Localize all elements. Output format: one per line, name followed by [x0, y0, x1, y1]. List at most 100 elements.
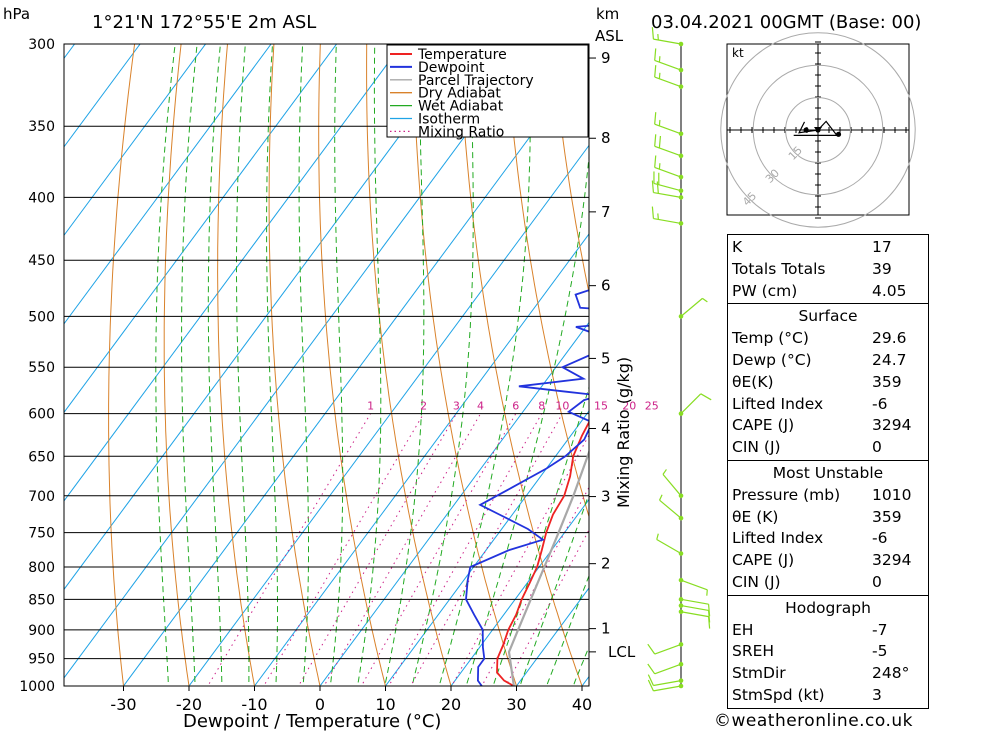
x-tick-label: 20: [441, 695, 461, 714]
isotherm-line: [64, 44, 534, 679]
isotherm-line: [122, 56, 589, 686]
wind-barb-feather: [657, 33, 659, 41]
legend-label: Mixing Ratio: [418, 124, 504, 140]
wind-barb: [647, 642, 684, 655]
mixing-ratio-label: 2: [420, 400, 427, 413]
y-tick-label: 900: [28, 623, 55, 639]
wind-barb: [651, 206, 684, 226]
row-mu-cape: CAPE (J) 3294: [732, 551, 912, 570]
isotherm-line: [253, 233, 589, 686]
wind-barb-staff: [659, 499, 682, 519]
mixing-ratio-label: 8: [538, 400, 545, 413]
wind-barb: [654, 134, 684, 159]
x-axis: -30 -20 -10 0 10 20 30 40: [110, 686, 592, 714]
mixing-ratio-line: [263, 413, 425, 686]
legend-label: Isotherm: [418, 112, 480, 128]
legend-label: Parcel Trajectory: [418, 73, 534, 89]
plot-frame: [63, 43, 590, 687]
wind-barb: [647, 679, 684, 692]
wind-barb: [678, 603, 711, 623]
isotherm-line: [384, 410, 589, 686]
y-tick-label: 400: [28, 190, 55, 206]
km-tick-label: 9: [601, 49, 611, 67]
pressure-unit-label: hPa: [3, 5, 30, 23]
y-tick-label: 300: [28, 37, 55, 53]
wind-barb-staff: [653, 685, 682, 692]
hodograph-ring: [752, 64, 884, 196]
y-tick-label: 450: [28, 253, 55, 269]
km-label: km: [596, 5, 619, 23]
sounding-series: [465, 289, 589, 686]
wind-barb-staff: [653, 680, 682, 687]
datetime-title: 03.04.2021 00GMT (Base: 00): [651, 12, 921, 33]
dry-adiabat-line: [505, 44, 589, 519]
legend-label: Temperature: [417, 47, 507, 63]
row-cape: CAPE (J) 3294: [732, 416, 912, 435]
background-lines: [64, 26, 1000, 712]
asl-label: ASL: [595, 27, 624, 45]
isotherm-line: [188, 144, 589, 686]
wind-barb-feather: [702, 297, 708, 303]
row-mu-thetae: θE (K) 359: [732, 507, 902, 526]
row-mu-cin: CIN (J) 0: [732, 572, 882, 591]
dry-adiabat-line: [163, 44, 190, 686]
wind-barb-feather: [707, 604, 711, 617]
hodograph-storm-marker: [814, 127, 822, 133]
mixing-ratio-line: [388, 413, 543, 686]
mixing-ratio-line: [410, 413, 563, 686]
x-axis-title: Dewpoint / Temperature (°C): [183, 711, 441, 732]
x-tick-label: -20: [176, 695, 202, 714]
mixing-ratio-line: [207, 413, 372, 686]
wind-barb-feather: [658, 135, 662, 149]
wind-barbs: [647, 27, 712, 692]
km-tick-label: 2: [601, 555, 611, 573]
hodograph-point: [835, 131, 842, 137]
wet-adiabat-line: [384, 44, 425, 686]
km-tick-label: 6: [601, 277, 611, 295]
wind-barb-feather: [659, 494, 663, 501]
dry-adiabat-line: [919, 26, 1000, 712]
isotherm-line: [64, 44, 469, 591]
wind-barb-feather: [651, 180, 655, 193]
wind-barb: [659, 494, 684, 521]
km-tick-label: 8: [601, 129, 611, 147]
row-thetae: θE(K) 359: [732, 372, 902, 391]
isotherm-line: [64, 44, 403, 502]
wind-barb-staff: [680, 579, 708, 591]
dry-adiabat-line: [108, 44, 136, 686]
km-tick-label: 4: [601, 420, 611, 438]
wet-adiabat-line: [465, 152, 589, 686]
wind-barb-feather: [656, 533, 659, 540]
legend-label: Wet Adiabat: [418, 99, 504, 115]
mixing-ratio-line: [451, 434, 589, 686]
y-tick-label: 1000: [19, 679, 55, 695]
copyright-link[interactable]: ©weatheronline.co.uk: [714, 711, 914, 731]
x-tick-label: 10: [375, 695, 395, 714]
km-axis: 9 8 7 6 5 4 3 2 1 LCL: [589, 49, 636, 661]
y-tick-label: 650: [28, 449, 55, 465]
wind-barb: [678, 577, 708, 596]
wind-barb-feather: [658, 56, 661, 63]
wet-adiabat-line: [492, 385, 589, 686]
wind-barb: [678, 297, 708, 319]
row-sreh: SREH -5: [732, 642, 888, 661]
wind-barb-feather: [658, 72, 661, 79]
dry-adiabat-line: [318, 44, 387, 686]
wet-adiabat-line: [438, 44, 531, 686]
y-tick-label: 950: [28, 652, 55, 668]
wind-barb-staff: [662, 473, 682, 497]
legend-box: [386, 44, 589, 138]
row-li: Lifted Index -6: [732, 394, 888, 413]
hodograph-point: [803, 127, 809, 133]
km-tick-label: 5: [601, 349, 611, 367]
wind-barb-staff: [654, 643, 682, 655]
wind-barb-staff: [654, 76, 682, 88]
isotherm-line: [319, 321, 589, 686]
wind-barb: [654, 48, 684, 73]
mu-title: Most Unstable: [772, 463, 884, 482]
hodo-title: Hodograph: [785, 598, 871, 617]
row-eh: EH -7: [732, 620, 888, 639]
wind-barb: [678, 393, 712, 416]
wind-barb: [647, 674, 684, 687]
y-tick-label: 750: [28, 526, 55, 542]
